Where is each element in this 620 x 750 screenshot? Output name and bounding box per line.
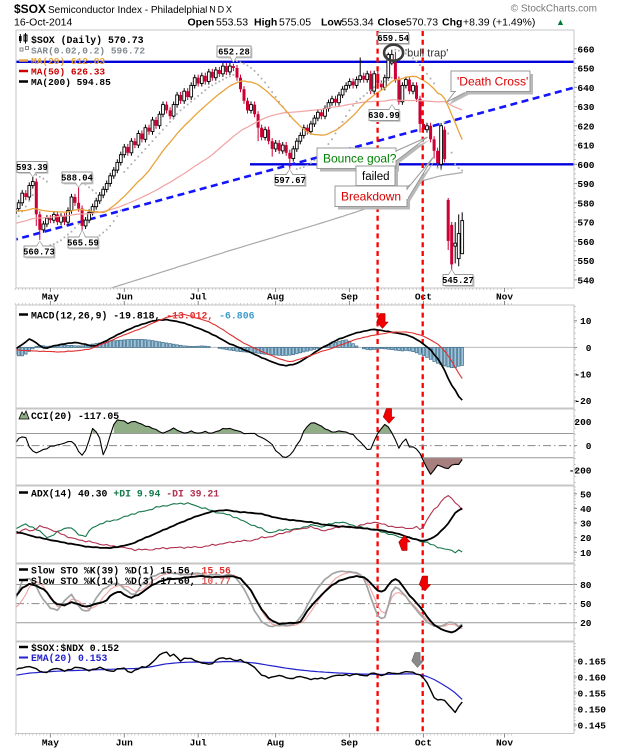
svg-text:50: 50	[580, 489, 592, 500]
svg-text:565.59: 565.59	[67, 239, 99, 249]
svg-text:Sep: Sep	[341, 738, 358, 749]
svg-text:0: 0	[586, 343, 592, 354]
svg-text:EMA(20) 0.153: EMA(20) 0.153	[31, 653, 108, 664]
svg-text:-200: -200	[569, 465, 592, 476]
svg-text:Sep: Sep	[341, 292, 358, 303]
svg-text:$SOX: $SOX	[14, 2, 46, 16]
svg-text:40: 40	[580, 504, 592, 515]
svg-text:May: May	[42, 738, 59, 749]
svg-text:+8.39 (+1.49%): +8.39 (+1.49%)	[463, 17, 535, 29]
svg-text:▲: ▲	[556, 17, 565, 27]
svg-text:Aug: Aug	[267, 292, 284, 303]
svg-text:659.54: 659.54	[377, 34, 409, 44]
svg-text:Breakdown: Breakdown	[341, 189, 401, 203]
svg-text:630: 630	[577, 102, 594, 113]
svg-text:Low: Low	[321, 17, 343, 29]
svg-text:'bull trap': 'bull trap'	[405, 48, 448, 60]
svg-text:Nov: Nov	[496, 738, 513, 749]
svg-text:610: 610	[577, 141, 594, 152]
svg-text:Chg: Chg	[442, 17, 462, 29]
svg-text:80: 80	[580, 580, 592, 591]
svg-text:545.27: 545.27	[442, 276, 474, 286]
svg-text:597.67: 597.67	[274, 176, 306, 186]
svg-text:ADX(14) 40.30 +DI 9.94 -DI 39.: ADX(14) 40.30 +DI 9.94 -DI 39.21	[31, 489, 219, 500]
svg-text:570: 570	[577, 218, 594, 229]
svg-text:0.150: 0.150	[578, 705, 607, 716]
svg-text:553.34: 553.34	[342, 17, 374, 29]
svg-text:570.73: 570.73	[406, 17, 438, 29]
svg-text:652.28: 652.28	[218, 48, 250, 58]
svg-text:Oct: Oct	[415, 738, 432, 749]
svg-text:MACD(12,26,9) -19.818, -13.012: MACD(12,26,9) -19.818, -13.012, -6.806	[31, 311, 255, 322]
svg-text:Close: Close	[378, 17, 407, 29]
svg-text:Aug: Aug	[267, 738, 284, 749]
svg-text:20: 20	[580, 533, 592, 544]
svg-text:'Death Cross': 'Death Cross'	[457, 75, 528, 89]
svg-text:May: May	[42, 292, 59, 303]
svg-text:INDX: INDX	[205, 5, 234, 15]
svg-text:Jun: Jun	[116, 292, 133, 303]
svg-text:640: 640	[577, 83, 594, 94]
svg-text:failed: failed	[362, 171, 390, 183]
svg-text:560: 560	[577, 237, 594, 248]
svg-text:600: 600	[577, 160, 594, 171]
svg-text:$SOX:$NDX 0.152: $SOX:$NDX 0.152	[31, 643, 119, 654]
svg-text:CCI(20) -117.05: CCI(20) -117.05	[31, 411, 119, 422]
svg-text:575.05: 575.05	[279, 17, 311, 29]
svg-text:0.160: 0.160	[578, 673, 607, 684]
svg-text:0.145: 0.145	[578, 721, 607, 732]
svg-text:Open: Open	[188, 17, 215, 29]
svg-text:Jun: Jun	[116, 738, 133, 749]
svg-text:550: 550	[577, 256, 594, 267]
svg-text:Slow STO %K(14) %D(3) 17.60, 1: Slow STO %K(14) %D(3) 17.60, 10.77	[31, 576, 231, 587]
svg-text:620: 620	[577, 121, 594, 132]
svg-text:SAR(0.02,0.2) 596.72: SAR(0.02,0.2) 596.72	[31, 46, 145, 57]
svg-text:Slow STO %K(39) %D(1) 15.56, 1: Slow STO %K(39) %D(1) 15.56, 15.56	[31, 566, 231, 577]
svg-text:Semiconductor Index - Philadel: Semiconductor Index - Philadelphia	[48, 5, 206, 16]
svg-text:580: 580	[577, 198, 594, 209]
svg-text:30: 30	[580, 519, 592, 530]
svg-text:0.155: 0.155	[578, 689, 607, 700]
svg-text:0: 0	[586, 441, 592, 452]
svg-text:540: 540	[577, 275, 594, 286]
svg-text:588.04: 588.04	[61, 174, 93, 184]
svg-text:-10: -10	[574, 370, 591, 381]
svg-text:50: 50	[580, 599, 592, 610]
svg-text:630.99: 630.99	[368, 111, 400, 121]
svg-text:MA(50) 626.33: MA(50) 626.33	[31, 67, 105, 78]
svg-text:660: 660	[577, 44, 594, 55]
svg-text:590: 590	[577, 179, 594, 190]
svg-text:593.39: 593.39	[16, 163, 48, 173]
svg-text:MA(20) 612.83: MA(20) 612.83	[31, 56, 105, 67]
svg-text:16-Oct-2014: 16-Oct-2014	[14, 17, 73, 29]
svg-text:Jul: Jul	[190, 738, 207, 749]
svg-text:Jul: Jul	[190, 292, 207, 303]
svg-text:Bounce goal?: Bounce goal?	[323, 151, 397, 165]
svg-text:MA(200) 594.85: MA(200) 594.85	[31, 77, 111, 88]
svg-text:560.73: 560.73	[23, 248, 55, 258]
svg-text:$SOX (Daily) 570.73: $SOX (Daily) 570.73	[31, 35, 144, 46]
svg-text:-20: -20	[574, 396, 591, 407]
svg-text:0.165: 0.165	[578, 657, 607, 668]
svg-text:200: 200	[574, 417, 591, 428]
svg-text:High: High	[254, 17, 277, 29]
svg-text:10: 10	[580, 316, 592, 327]
svg-text:10: 10	[580, 548, 592, 559]
svg-text:650: 650	[577, 64, 594, 75]
svg-text:© StockCharts.com: © StockCharts.com	[511, 4, 597, 15]
svg-text:553.53: 553.53	[216, 17, 248, 29]
svg-text:20: 20	[580, 618, 592, 629]
svg-text:Nov: Nov	[496, 292, 513, 303]
